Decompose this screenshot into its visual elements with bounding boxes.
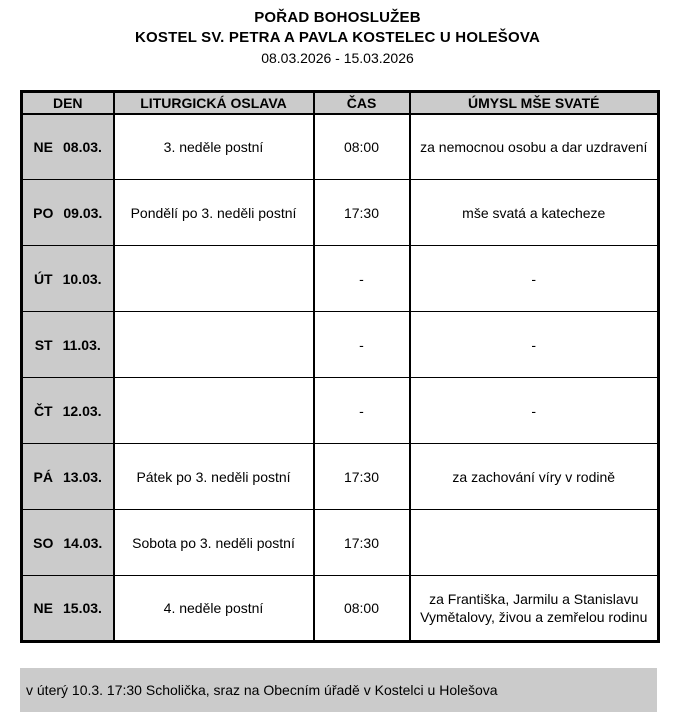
liturgy-cell: Pátek po 3. neděli postní [112,443,314,510]
day-abbr: SO [33,534,54,551]
table-row: SO 14.03. Sobota po 3. neděli postní 17:… [21,509,659,576]
day-cell: PO 09.03. [21,179,115,246]
day-date: 08.03. [63,138,102,155]
intention-cell: za zachování víry v rodině [408,443,659,510]
day-date: 15.03. [63,600,102,616]
day-cell: ÚT 10.03. [21,245,115,312]
table-row: PÁ 13.03. Pátek po 3. neděli postní 17:3… [21,443,659,510]
day-cell: NE 15.03. [21,575,115,642]
day-date: 12.03. [62,402,102,419]
intention-cell: - [408,311,659,378]
table-row: NE 08.03. 3. neděle postní 08:00 za nemo… [21,113,659,180]
liturgy-cell [112,245,314,312]
day-cell: ČT 12.03. [21,377,115,444]
day-abbr: ČT [33,402,53,419]
day-date: 14.03. [63,534,103,551]
table-row: ÚT 10.03. - - [21,245,659,312]
time-cell: 08:00 [312,575,410,642]
date-range: 08.03.2026 - 15.03.2026 [261,50,414,66]
day-date: 09.03. [63,204,103,221]
intention-cell: za nemocnou osobu a dar uzdravení [408,113,659,180]
intention-cell: - [408,245,659,312]
day-date: 13.03. [63,468,102,485]
liturgy-cell: 3. neděle postní [112,113,314,180]
day-abbr: ÚT [33,270,53,287]
day-cell: SO 14.03. [21,509,115,576]
column-header-intention: ÚMYSL MŠE SVATÉ [408,91,659,115]
time-cell: 08:00 [312,113,410,180]
liturgy-cell: 4. neděle postní [112,575,314,642]
day-cell: ST 11.03. [21,311,115,378]
table-row: ČT 12.03. - - [21,377,659,444]
intention-cell [408,509,659,576]
footer-note: v úterý 10.3. 17:30 Scholička, sraz na O… [20,668,657,712]
day-abbr: ST [34,336,53,353]
column-header-time: ČAS [312,91,410,115]
liturgy-cell [112,377,314,444]
document-header: POŘAD BOHOSLUŽEB KOSTEL SV. PETRA A PAVL… [0,8,675,68]
table-row: ST 11.03. - - [21,311,659,378]
liturgy-cell: Sobota po 3. neděli postní [112,509,314,576]
day-date: 11.03. [62,336,101,353]
table-row: NE 15.03. 4. neděle postní 08:00 za Fran… [21,575,659,642]
intention-cell: za Františka, Jarmilu a Stanislavu Vymět… [408,575,659,642]
column-header-liturgy: LITURGICKÁ OSLAVA [112,91,314,115]
column-header-day: DEN [21,91,115,115]
church-name: KOSTEL SV. PETRA A PAVLA KOSTELEC U HOLE… [135,29,540,46]
liturgy-cell [112,311,314,378]
table-header-row: DEN LITURGICKÁ OSLAVA ČAS ÚMYSL MŠE SVAT… [21,91,659,115]
day-abbr: PO [33,204,54,221]
day-date: 10.03. [62,270,102,287]
day-abbr: PÁ [33,468,53,485]
day-cell: NE 08.03. [21,113,115,180]
day-abbr: NE [33,138,53,155]
table-row: PO 09.03. Pondělí po 3. neděli postní 17… [21,179,659,246]
time-cell: 17:30 [312,443,410,510]
time-cell: 17:30 [312,509,410,576]
day-cell: PÁ 13.03. [21,443,115,510]
intention-cell: - [408,377,659,444]
day-abbr: NE [33,600,53,616]
time-cell: - [312,245,410,312]
schedule-table: DEN LITURGICKÁ OSLAVA ČAS ÚMYSL MŠE SVAT… [20,90,660,643]
time-cell: - [312,377,410,444]
document-title: POŘAD BOHOSLUŽEB [254,9,421,26]
intention-cell: mše svatá a katecheze [408,179,659,246]
time-cell: 17:30 [312,179,410,246]
time-cell: - [312,311,410,378]
liturgy-cell: Pondělí po 3. neděli postní [112,179,314,246]
